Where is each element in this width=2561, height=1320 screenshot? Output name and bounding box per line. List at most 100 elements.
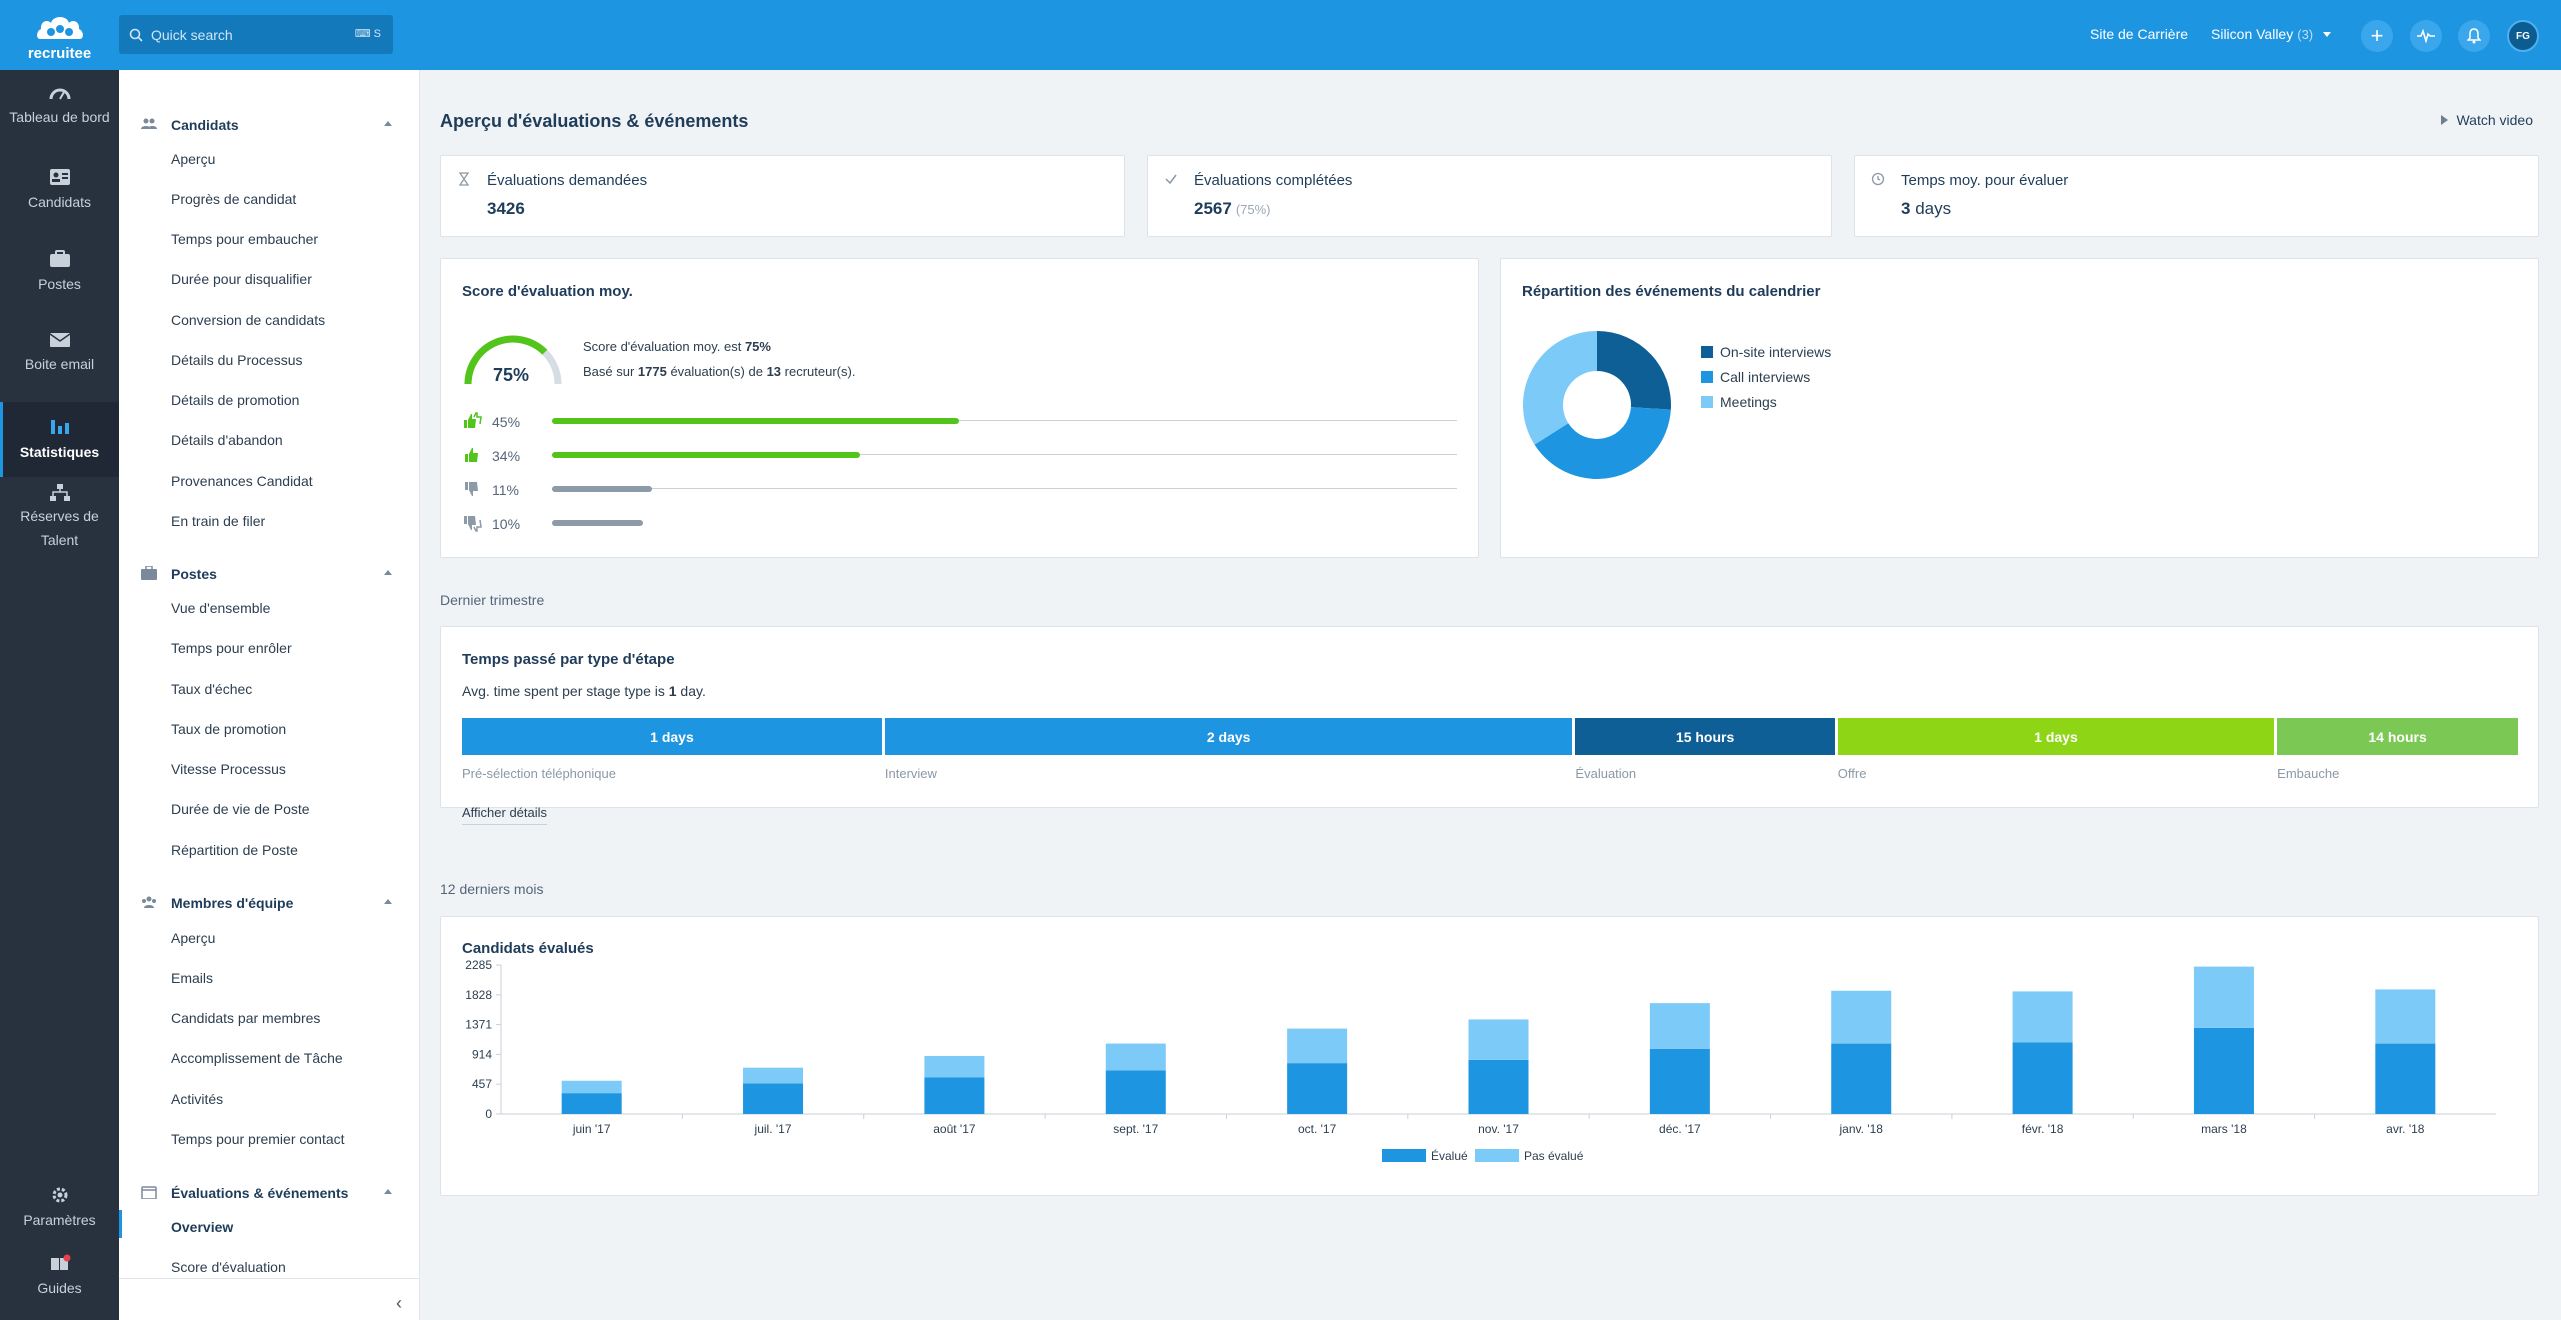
x-tick-label: sept. '17 (1113, 1122, 1158, 1136)
bar-not-evaluated[interactable] (1831, 990, 1892, 1044)
bar-evaluated[interactable] (1831, 1043, 1892, 1114)
bar-evaluated[interactable] (2193, 1027, 2254, 1114)
kpi-card-requested: Évaluations demandées 3426 (440, 155, 1125, 237)
sidebar-item[interactable]: Aperçu (171, 930, 216, 946)
kpi-number: 2567 (1194, 199, 1232, 218)
bar-not-evaluated[interactable] (1468, 1019, 1529, 1060)
sidebar-item[interactable]: Taux d'échec (171, 681, 253, 697)
score-bar (552, 452, 860, 458)
section-jobs-header[interactable]: Postes (119, 564, 419, 584)
y-tick-label: 2285 (465, 958, 492, 972)
section-team-header[interactable]: Membres d'équipe (119, 893, 419, 913)
bar-evaluated[interactable] (1649, 1048, 1710, 1114)
x-tick-label: oct. '17 (1298, 1122, 1337, 1136)
sidebar-item[interactable]: Accomplissement de Tâche (171, 1050, 343, 1066)
add-button[interactable]: + (2361, 20, 2393, 52)
bar-not-evaluated[interactable] (1287, 1028, 1348, 1064)
section-evaluations-header[interactable]: Évaluations & événements (119, 1183, 419, 1203)
sidebar-item[interactable]: Vitesse Processus (171, 761, 286, 777)
sidebar-item[interactable]: Candidats par membres (171, 1010, 321, 1026)
bar-not-evaluated[interactable] (924, 1055, 985, 1078)
app-logo[interactable]: recruitee (0, 0, 119, 70)
sidebar-item[interactable]: Score d'évaluation (171, 1259, 286, 1275)
legend-label[interactable]: Pas évalué (1524, 1149, 1584, 1163)
nav-statistics[interactable]: Statistiques (0, 402, 119, 477)
bar-evaluated[interactable] (1287, 1063, 1348, 1114)
bar-not-evaluated[interactable] (2193, 966, 2254, 1028)
sidebar-item[interactable]: Provenances Candidat (171, 473, 313, 489)
bar-evaluated[interactable] (924, 1077, 985, 1114)
org-chart-icon (49, 484, 70, 501)
sidebar-item[interactable]: Vue d'ensemble (171, 600, 271, 616)
bar-not-evaluated[interactable] (2012, 991, 2073, 1043)
collapse-sidebar-button[interactable]: ‹ (119, 1278, 419, 1320)
bar-evaluated[interactable] (743, 1083, 804, 1114)
watch-video-label: Watch video (2456, 112, 2533, 128)
sidebar-item[interactable]: Taux de promotion (171, 721, 287, 737)
company-switcher[interactable]: Silicon Valley (3) (2211, 26, 2332, 42)
sidebar-item[interactable]: Activités (171, 1091, 224, 1107)
gauge-value: 75% (493, 365, 530, 385)
legend-swatch (1701, 396, 1713, 408)
notifications-button[interactable] (2458, 20, 2490, 52)
sidebar-item[interactable]: Détails du Processus (171, 352, 303, 368)
check-icon (1165, 174, 1177, 185)
sidebar-item[interactable]: Temps pour enrôler (171, 640, 292, 656)
legend-label[interactable]: Évalué (1431, 1148, 1468, 1163)
kpi-card-time: Temps moy. pour évaluer 3 days (1854, 155, 2539, 237)
bar-evaluated[interactable] (2012, 1042, 2073, 1114)
x-tick-label: mars '18 (2201, 1122, 2247, 1136)
stage-bar[interactable]: 14 hours (2277, 718, 2518, 755)
bar-not-evaluated[interactable] (561, 1080, 622, 1094)
bar-not-evaluated[interactable] (1105, 1043, 1166, 1071)
sidebar-item[interactable]: Temps pour embaucher (171, 231, 319, 247)
bar-evaluated[interactable] (561, 1093, 622, 1114)
sidebar-item-overview[interactable]: Overview (171, 1219, 234, 1235)
nav-jobs[interactable]: Postes (0, 250, 119, 310)
show-details-link[interactable]: Afficher détails (462, 805, 548, 825)
bar-evaluated[interactable] (1468, 1059, 1529, 1114)
nav-label: Postes (38, 276, 81, 292)
chevron-up-icon (384, 121, 392, 126)
bar-not-evaluated[interactable] (2375, 989, 2436, 1044)
bar-evaluated[interactable] (2375, 1043, 2436, 1114)
quick-search-input[interactable]: Quick search ⌨ S (119, 15, 393, 54)
sidebar-item[interactable]: Répartition de Poste (171, 842, 298, 858)
bar-not-evaluated[interactable] (1649, 1003, 1710, 1049)
sidebar-item[interactable]: Progrès de candidat (171, 191, 297, 207)
score-percent: 10% (492, 516, 521, 532)
sidebar-item[interactable]: Conversion de candidats (171, 312, 326, 328)
sidebar-item[interactable]: Détails d'abandon (171, 432, 283, 448)
sidebar-item[interactable]: Détails de promotion (171, 392, 300, 408)
section-candidates-header[interactable]: Candidats (119, 115, 419, 135)
career-site-link[interactable]: Site de Carrière (2090, 26, 2189, 42)
sidebar-item[interactable]: Aperçu (171, 151, 216, 167)
section-title: Postes (171, 566, 217, 582)
gear-icon (52, 1187, 67, 1203)
kpi-percent: (75%) (1235, 202, 1271, 217)
sidebar-item[interactable]: Emails (171, 970, 214, 986)
nav-guides[interactable]: Guides (0, 1254, 119, 1304)
score-row-strong-yes: 45% (462, 406, 1457, 440)
x-tick-label: août '17 (933, 1122, 976, 1136)
sidebar-item[interactable]: Temps pour premier contact (171, 1131, 345, 1147)
stage-bar[interactable]: 1 days (462, 718, 882, 755)
nav-talent-pools[interactable]: Réserves de Talent (0, 484, 119, 564)
stage-bar[interactable]: 1 days (1837, 718, 2275, 755)
nav-candidates[interactable]: Candidats (0, 168, 119, 228)
nav-settings[interactable]: Paramètres (0, 1186, 119, 1236)
bar-not-evaluated[interactable] (743, 1067, 804, 1084)
user-avatar[interactable]: FG (2507, 20, 2539, 52)
stage-label: Interview (884, 766, 937, 781)
activity-button[interactable] (2410, 20, 2442, 52)
bar-evaluated[interactable] (1105, 1070, 1166, 1114)
sidebar-item[interactable]: Durée de vie de Poste (171, 801, 310, 817)
stage-bar[interactable]: 2 days (884, 718, 1573, 755)
nav-mailbox[interactable]: Boite email (0, 332, 119, 392)
watch-video-link[interactable]: Watch video (2441, 112, 2533, 128)
nav-dashboard[interactable]: Tableau de bord (0, 85, 119, 145)
sidebar-item[interactable]: En train de filer (171, 513, 266, 529)
kpi-title: Évaluations complétées (1194, 172, 1353, 189)
stage-bar[interactable]: 15 hours (1575, 718, 1835, 755)
sidebar-item[interactable]: Durée pour disqualifier (171, 271, 312, 287)
